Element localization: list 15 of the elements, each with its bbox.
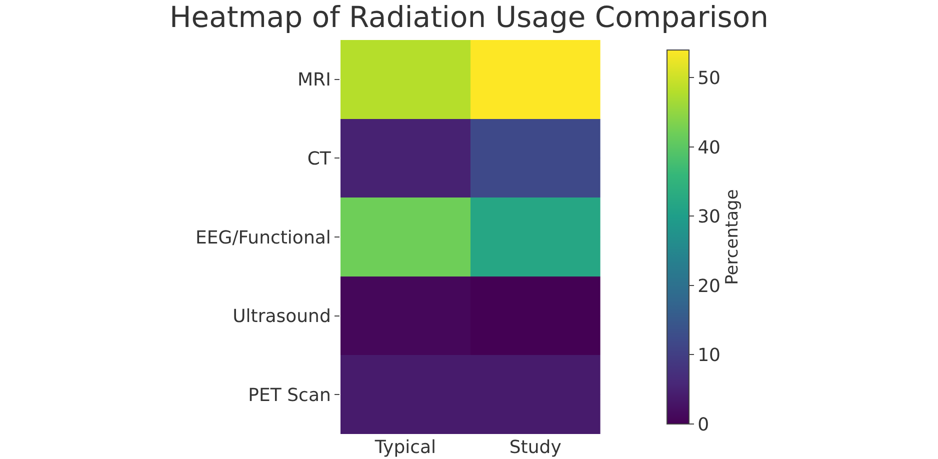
x-tick-label: Typical	[374, 437, 436, 458]
y-tick-label: EEG/Functional	[196, 227, 331, 248]
chart-title: Heatmap of Radiation Usage Comparison	[169, 0, 769, 34]
color-bar-label: 50	[698, 68, 721, 89]
y-tick-label: CT	[307, 148, 332, 170]
color-bar-title: Percentage	[722, 189, 743, 285]
x-tick-label: Study	[509, 437, 562, 458]
y-tick-label: Ultrasound	[232, 306, 331, 328]
y-tick-label: MRI	[298, 70, 331, 91]
color-bar-label: 0	[698, 414, 710, 436]
color-bar-label: 30	[698, 206, 721, 228]
color-bar-label: 40	[698, 137, 721, 158]
color-bar-label: 20	[698, 276, 721, 297]
color-bar-label: 10	[698, 345, 721, 366]
y-tick-label: PET Scan	[248, 384, 331, 406]
